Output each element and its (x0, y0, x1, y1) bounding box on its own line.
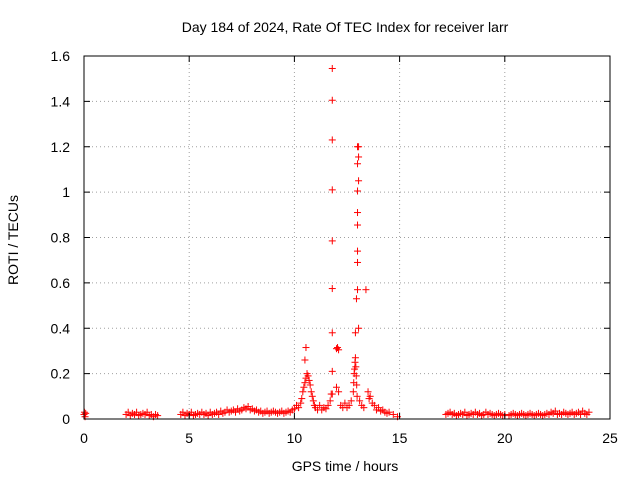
data-point (360, 404, 368, 412)
data-point (370, 401, 378, 409)
data-point (328, 96, 336, 104)
data-point (353, 392, 361, 400)
y-tick-label: 0.8 (51, 230, 71, 246)
x-axis-label: GPS time / hours (292, 458, 399, 474)
data-points (80, 64, 593, 421)
data-point (354, 160, 362, 168)
data-point (307, 388, 315, 396)
plot-frame (83, 55, 611, 420)
data-point (300, 383, 308, 391)
y-tick-label: 0.6 (51, 275, 71, 291)
data-point (335, 388, 343, 396)
data-point (366, 392, 374, 400)
data-point (304, 372, 312, 380)
data-point (389, 410, 397, 418)
grid-lines (84, 56, 610, 419)
data-point (355, 153, 363, 161)
data-point (328, 237, 336, 245)
x-tick-label: 10 (287, 430, 303, 446)
data-point (328, 329, 336, 337)
data-point (352, 363, 360, 371)
data-point (297, 399, 305, 407)
data-point (355, 177, 363, 185)
data-point (347, 397, 355, 405)
data-point (316, 401, 324, 409)
y-tick-label: 0 (62, 411, 70, 427)
y-tick-label: 1.2 (51, 139, 71, 155)
x-tick-label: 15 (392, 430, 408, 446)
data-point (585, 408, 593, 416)
data-point (295, 404, 303, 412)
y-tick-label: 1.4 (51, 93, 71, 109)
data-point (345, 401, 353, 409)
data-point (299, 388, 307, 396)
y-tick-label: 0.2 (51, 366, 71, 382)
data-point (328, 285, 336, 293)
data-point (324, 401, 332, 409)
data-point (328, 136, 336, 144)
data-point (308, 392, 316, 400)
data-point (328, 367, 336, 375)
data-point (351, 329, 359, 337)
data-point (355, 143, 363, 151)
data-point (352, 372, 360, 380)
data-point (354, 221, 362, 229)
data-point (305, 376, 313, 384)
axes: 0 5 10 15 20 25 0 0.2 0.4 0.6 0.8 1 1.2 1.4 1.6 (51, 48, 618, 446)
data-point (354, 286, 362, 294)
data-point (301, 379, 309, 387)
x-tick-label: 25 (602, 430, 618, 446)
data-point (301, 356, 309, 364)
data-point (362, 286, 370, 294)
data-point (341, 399, 349, 407)
y-tick-label: 0.4 (51, 320, 71, 336)
data-point (309, 397, 317, 405)
x-tick-label: 5 (185, 430, 193, 446)
data-point (354, 209, 362, 217)
chart-title: Day 184 of 2024, Rate Of TEC Index for r… (182, 19, 509, 35)
data-point (349, 388, 357, 396)
y-tick-label: 1 (62, 184, 70, 200)
data-point (298, 395, 306, 403)
x-tick-label: 0 (80, 430, 88, 446)
data-point (328, 390, 336, 398)
data-point (354, 247, 362, 255)
data-point (306, 381, 314, 389)
data-point (355, 324, 363, 332)
data-point (351, 354, 359, 362)
data-point (335, 346, 343, 354)
data-point (332, 383, 340, 391)
x-tick-label: 20 (497, 430, 513, 446)
data-point (302, 344, 310, 352)
data-point (154, 412, 162, 420)
data-point (326, 397, 334, 405)
data-point (385, 408, 393, 416)
data-point (328, 64, 336, 72)
data-point (356, 397, 364, 405)
y-tick-label: 1.6 (51, 48, 71, 64)
data-point (354, 187, 362, 195)
data-point (328, 186, 336, 194)
y-axis-label: ROTI / TECUs (5, 195, 21, 285)
data-point (82, 409, 90, 417)
data-point (364, 388, 372, 396)
data-point (353, 381, 361, 389)
data-point (354, 258, 362, 266)
data-point (352, 295, 360, 303)
